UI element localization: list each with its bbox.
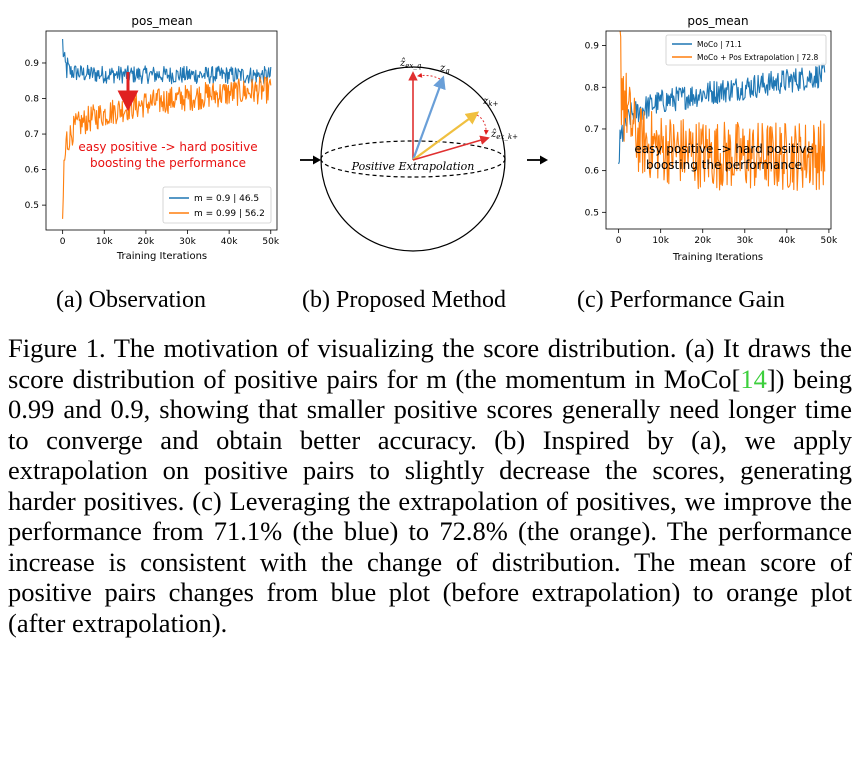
y-tick-label: 0.9 [25,59,40,69]
flow-arrow-left [300,155,321,165]
y-tick-label: 0.5 [25,201,39,211]
sublabel-b: (b) Proposed Method [302,287,506,313]
y-tick-label: 0.8 [25,95,40,105]
y-tick-label: 0.7 [585,125,599,135]
plot-frame [605,30,832,230]
x-tick-label: 10k [652,236,669,246]
y-tick-label: 0.5 [585,208,599,218]
sublabel-c: (c) Performance Gain [577,287,785,313]
legend-box [162,186,272,224]
x-tick-label: 0 [60,237,66,247]
chart-a-xlabel: Training Iterations [116,251,207,262]
chart-annotation: boosting the performance [646,158,802,172]
equator-back [320,140,506,160]
legend-label: m = 0.9 | 46.5 [194,194,259,204]
chart-a-title: pos_mean [131,14,192,28]
label-zex-k: ẑex_k+ [490,129,518,141]
x-tick-label: 40k [221,237,238,247]
sublabel-a: (a) Observation [56,287,206,313]
legend-label: MoCo + Pos Extrapolation | 72.8 [697,53,818,62]
x-tick-label: 50k [262,237,279,247]
series-line-1 [62,38,272,85]
positive-extrapolation-diagram: Positive Extrapolation ẑex_q zq zk+ ẑex_… [320,58,518,252]
y-tick-label: 0.7 [25,130,39,140]
series-line-1 [618,62,826,165]
x-tick-label: 20k [138,237,155,247]
series-line-2 [619,31,826,191]
x-tick-label: 40k [779,236,796,246]
x-tick-label: 30k [179,237,196,247]
figure-1: pos_mean 0 10k 20k 30k 40k 50k 0.5 0.6 0.7 0.8 0.9… [25,14,838,263]
label-zk: zk+ [482,96,499,108]
y-tick-label: 0.6 [25,166,40,176]
x-tick-label: 0 [616,236,622,246]
y-tick-label: 0.6 [585,167,600,177]
vector-zq [411,75,446,161]
caption-text-1: Figure 1. The motivation of visualizing … [8,333,852,394]
chart-annotation: easy positive -> hard positive [78,140,257,154]
series-line-2 [62,76,272,219]
y-tick-label: 0.9 [585,42,600,52]
x-tick-label: 10k [96,237,113,247]
subfigure-labels: (a) Observation (b) Proposed Method (c) … [0,287,860,321]
vector-zk [412,111,480,161]
legend-box [665,34,827,66]
y-tick-label: 0.8 [585,83,600,93]
flow-arrow-right [527,155,548,165]
vector-zex-k [412,135,490,161]
label-zq: zq [439,63,450,75]
citation-link[interactable]: 14 [740,363,767,394]
x-tick-label: 50k [821,236,838,246]
dotted-arrow-q [417,72,441,80]
equator-front [320,158,506,178]
plot-frame [45,30,278,231]
x-tick-label: 30k [736,236,753,246]
chart-c-title: pos_mean [687,14,748,28]
legend-label: m = 0.99 | 56.2 [194,209,265,219]
chart-performance-gain: pos_mean 0 10k 20k 30k 40k 50k 0.5 0.6 0.7 0.8 0.9… [585,14,838,263]
label-zex-q: ẑex_q [399,58,422,70]
dotted-arrow-k [476,114,489,135]
figure-caption: Figure 1. The motivation of visualizing … [8,333,852,638]
diagram-label: Positive Extrapolation [351,160,475,173]
legend-label: MoCo | 71.1 [697,40,742,49]
chart-annotation: easy positive -> hard positive [634,142,813,156]
chart-annotation: boosting the performance [90,156,246,170]
x-tick-label: 20k [694,236,711,246]
caption-text-2: ]) being 0.99 and 0.9, showing that smal… [8,363,852,638]
chart-observation: pos_mean 0 10k 20k 30k 40k 50k 0.5 0.6 0.7 0.8 0.9… [25,14,280,262]
chart-c-xlabel: Training Iterations [672,252,763,263]
